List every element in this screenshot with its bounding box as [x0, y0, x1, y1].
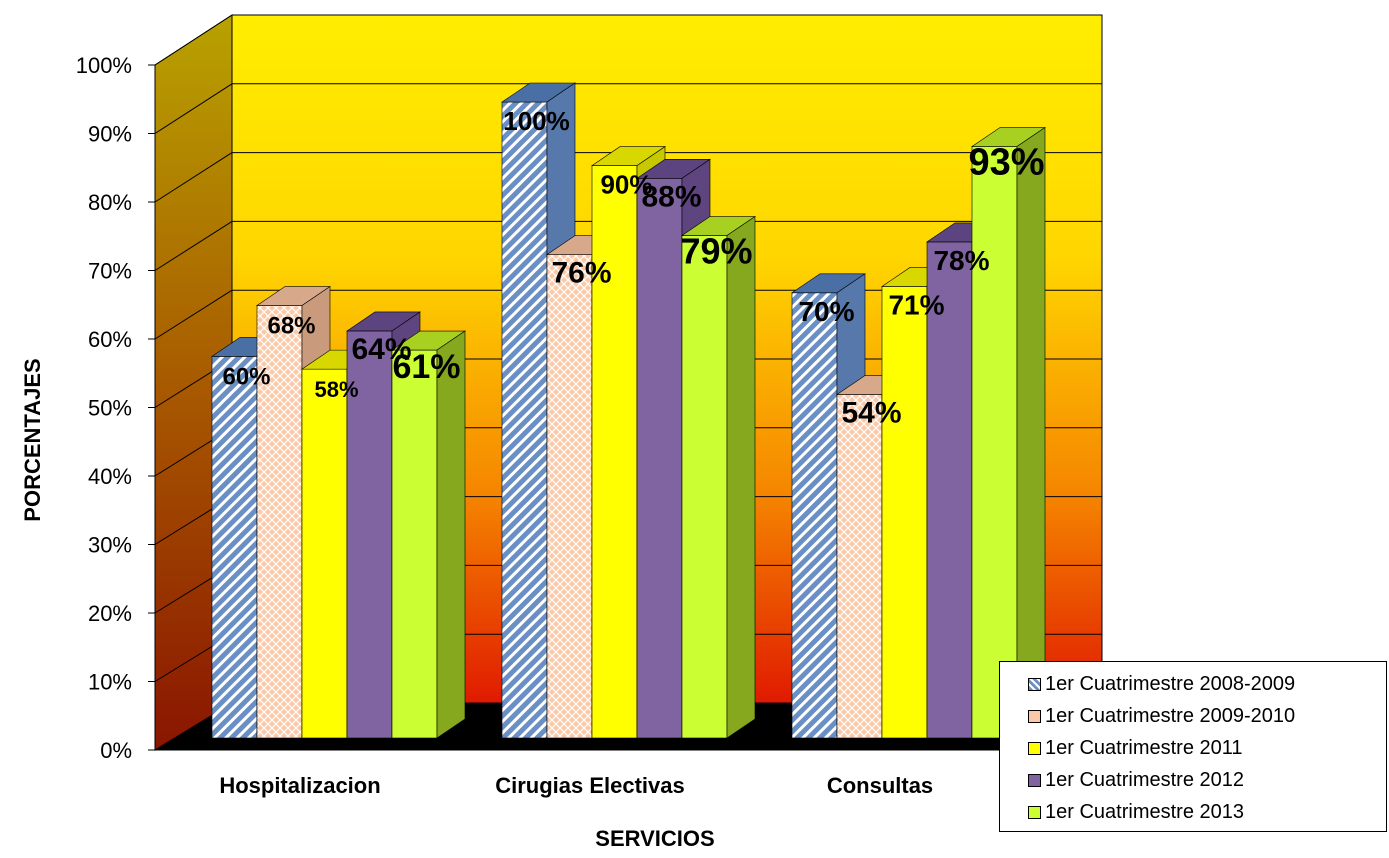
data-labels: 60% 68% 58% 64%61% 100% 76% 90%88% 79% 70% 54% 71%…: [222, 106, 1044, 430]
bar-2012-front: [346, 330, 393, 739]
data-label-2009-2010: 68%: [267, 313, 315, 340]
bar-2012-front: [926, 241, 973, 739]
gridline-side: [154, 152, 233, 203]
bars: [211, 82, 1046, 739]
bar-2009-2010-front: [836, 394, 883, 739]
data-label-2008-2009: 100%: [503, 106, 570, 136]
gridline-side: [154, 220, 233, 271]
y-tick-label: 70%: [88, 259, 132, 284]
data-label-2013: 79%: [680, 231, 752, 272]
data-label-2013: 93%: [968, 142, 1044, 184]
gridline-side: [154, 83, 233, 134]
bar-2013-front: [971, 146, 1018, 739]
y-tick-label: 20%: [88, 601, 132, 626]
bar-2013-front: [391, 349, 438, 739]
y-tick-label: 40%: [88, 464, 132, 489]
axes: 0% 10% 20% 30% 40% 50% 60% 70% 80% 90% 100%: [76, 53, 1025, 763]
y-tick-label: 100%: [76, 53, 132, 78]
data-label-2012: 64%: [351, 333, 411, 366]
legend-swatch-2013: [1028, 805, 1041, 819]
data-label-2011: 71%: [888, 289, 944, 320]
y-axis-title: PORCENTAJES: [20, 358, 45, 521]
legend: 1er Cuatrimestre 2008-2009 1er Cuatrimes…: [999, 661, 1387, 832]
bar-2011-front: [591, 165, 638, 739]
data-label-2012: 88%: [641, 180, 701, 213]
legend-label: 1er Cuatrimestre 2008-2009: [1045, 672, 1296, 695]
category-label: Hospitalizacion: [219, 773, 380, 798]
legend-swatch-2011: [1028, 741, 1041, 755]
data-label-2012: 78%: [933, 245, 989, 276]
bar-2013-front: [681, 235, 728, 739]
category-label: Consultas: [827, 773, 933, 798]
legend-swatch-2009-2010: [1028, 709, 1041, 723]
legend-label: 1er Cuatrimestre 2013: [1045, 800, 1244, 823]
bar-2008-2009-front: [211, 356, 258, 739]
legend-swatch-2008-2009: [1028, 677, 1041, 691]
data-label-2013: 61%: [392, 348, 460, 386]
data-label-2008-2009: 70%: [798, 296, 854, 327]
bar-2008-2009-front: [501, 101, 548, 739]
x-axis-title: SERVICIOS: [595, 826, 714, 851]
bar-2011-front: [301, 368, 348, 739]
bar-2013-side: [436, 330, 466, 739]
data-label-2009-2010: 76%: [551, 257, 611, 290]
legend-item: 1er Cuatrimestre 2009-2010: [1000, 700, 1386, 732]
legend-item: 1er Cuatrimestre 2008-2009: [1000, 668, 1386, 700]
data-label-2011: 58%: [314, 377, 358, 402]
legend-swatch-2012: [1028, 773, 1041, 787]
legend-item: 1er Cuatrimestre 2011: [1000, 732, 1386, 764]
bar-2013-side: [1016, 126, 1046, 739]
bar-2011-front: [881, 286, 928, 739]
bar-2012-front: [636, 178, 683, 739]
y-tick-label: 0%: [100, 738, 132, 763]
y-tick-label: 80%: [88, 190, 132, 215]
data-label-2011: 90%: [600, 170, 652, 200]
category-label: Cirugias Electivas: [495, 773, 685, 798]
data-label-2009-2010: 54%: [841, 397, 901, 430]
legend-item: 1er Cuatrimestre 2013: [1000, 796, 1386, 828]
category-labels: Hospitalizacion Cirugias Electivas Consult…: [219, 773, 933, 798]
legend-item: 1er Cuatrimestre 2012: [1000, 764, 1386, 796]
bar-2013-side: [726, 215, 756, 739]
y-tick-label: 30%: [88, 533, 132, 558]
legend-label: 1er Cuatrimestre 2011: [1045, 736, 1243, 759]
bar-2009-2010-front: [546, 254, 593, 739]
gridline-side: [154, 289, 233, 340]
y-tick-label: 60%: [88, 327, 132, 352]
y-tick-label: 10%: [88, 670, 132, 695]
legend-label: 1er Cuatrimestre 2009-2010: [1045, 704, 1296, 727]
gridline-side: [154, 14, 233, 66]
y-tick-label: 50%: [88, 396, 132, 421]
y-tick-label: 90%: [88, 122, 132, 147]
data-label-2008-2009: 60%: [222, 363, 270, 390]
bar-2008-2009-front: [791, 292, 838, 739]
legend-label: 1er Cuatrimestre 2012: [1045, 768, 1244, 791]
